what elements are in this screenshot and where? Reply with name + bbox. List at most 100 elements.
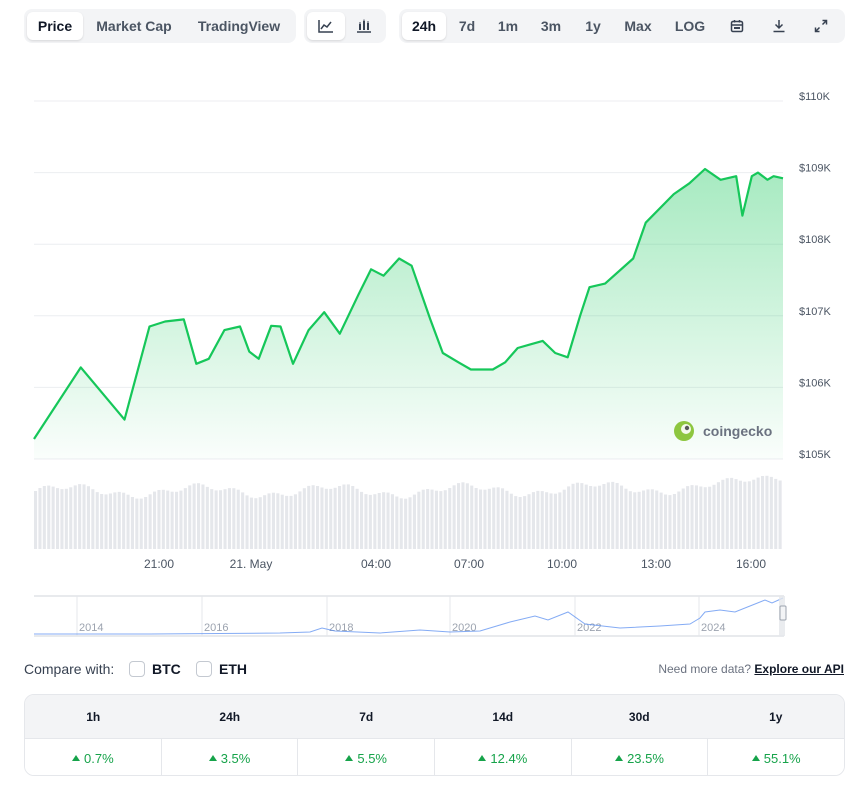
navigator-handle[interactable] [779, 605, 787, 621]
volume-bar [360, 491, 364, 549]
x-tick-label: 21:00 [144, 557, 174, 571]
checkbox-box[interactable] [129, 661, 145, 677]
volume-bar [699, 486, 703, 549]
candlestick-chart-icon[interactable] [345, 12, 383, 40]
volume-bar [725, 478, 729, 549]
volume-bar [316, 486, 320, 549]
volume-bar [747, 481, 751, 549]
volume-bar [615, 483, 619, 549]
volume-bar [126, 494, 130, 549]
volume-bar [580, 483, 584, 549]
download-icon[interactable] [758, 12, 800, 40]
navigator-year-label: 2024 [701, 622, 725, 634]
volume-bar [69, 487, 73, 549]
volume-bar [373, 494, 377, 549]
volume-bar [567, 486, 571, 549]
volume-bar [271, 492, 275, 549]
header-7d: 7d [359, 709, 374, 724]
volume-bar [474, 488, 478, 549]
y-tick-label: $106K [799, 377, 831, 389]
volume-bar [677, 491, 681, 549]
volume-bar [302, 488, 306, 549]
volume-bar [633, 492, 637, 549]
navigator[interactable]: 2014 2016 2018 2020 2022 2024 [34, 595, 787, 637]
change-value: 55.1% [763, 750, 801, 766]
price-chart[interactable]: $110K $109K $108K $107K $106K $105K 21:00 21. … [0, 0, 845, 650]
volume-bar [108, 493, 112, 549]
watermark-text: coingecko [703, 423, 772, 439]
tab-price[interactable]: Price [27, 12, 83, 40]
volume-bar [624, 488, 628, 549]
calendar-icon[interactable] [716, 12, 758, 40]
line-chart-icon[interactable] [307, 12, 345, 40]
volume-bar [183, 488, 187, 549]
volume-bar [509, 493, 513, 549]
volume-bar [135, 498, 139, 549]
volume-bar [668, 495, 672, 549]
volume-bar [227, 488, 231, 549]
checkbox-box[interactable] [196, 661, 212, 677]
volume-bar [708, 486, 712, 549]
volume-bar [721, 479, 725, 549]
volume-bar [650, 489, 654, 549]
range-7d[interactable]: 7d [458, 18, 476, 34]
range-24h[interactable]: 24h [402, 12, 446, 40]
price-area-fill [34, 169, 783, 459]
explore-api-link[interactable]: Explore our API [754, 662, 844, 676]
tab-tradingview[interactable]: TradingView [197, 18, 281, 34]
volume-bar [144, 497, 148, 549]
change-value: 3.5% [220, 750, 251, 766]
price-change-table: 1h 24h 7d 14d 30d 1y 0.7% 3.5% 5.5% 12.4… [24, 694, 845, 776]
range-1y[interactable]: 1y [585, 18, 601, 34]
volume-bar [324, 488, 328, 549]
x-tick-label: 13:00 [641, 557, 671, 571]
chart-style-group [304, 9, 386, 43]
volume-bar [545, 492, 549, 549]
compare-eth-checkbox[interactable]: ETH [196, 661, 247, 677]
volume-bar [602, 484, 606, 549]
up-arrow-icon [72, 755, 81, 761]
volume-bar [483, 489, 487, 549]
volume-bar [479, 489, 483, 549]
volume-bar [593, 486, 597, 549]
volume-bar [245, 495, 249, 549]
range-max[interactable]: Max [624, 18, 652, 34]
volume-bar [267, 493, 271, 549]
volume-bar [249, 497, 253, 549]
volume-bar [368, 494, 372, 549]
volume-bar [346, 484, 350, 549]
volume-bar [558, 492, 562, 549]
volume-bar [531, 492, 535, 549]
volume-bar [487, 488, 491, 549]
log-scale-toggle[interactable]: LOG [674, 18, 706, 34]
volume-bar [38, 488, 42, 549]
volume-bar [461, 482, 465, 549]
volume-bar [205, 486, 209, 549]
volume-bar [104, 494, 108, 549]
volume-bar [659, 492, 663, 549]
volume-bars [34, 475, 782, 549]
tab-market-cap[interactable]: Market Cap [96, 18, 172, 34]
range-1m[interactable]: 1m [497, 18, 519, 34]
volume-bar [765, 475, 769, 549]
x-axis-ticks: 21:00 21. May 04:00 07:00 10:00 13:00 16:00 [144, 557, 766, 571]
navigator-year-label: 2014 [79, 622, 103, 634]
range-3m[interactable]: 3m [540, 18, 562, 34]
volume-bar [214, 490, 218, 549]
volume-bar [333, 487, 337, 549]
volume-bar [390, 494, 394, 549]
volume-bar [536, 490, 540, 549]
volume-bar [263, 495, 267, 549]
fullscreen-icon[interactable] [800, 12, 842, 40]
compare-btc-checkbox[interactable]: BTC [129, 661, 181, 677]
change-value: 12.4% [490, 750, 528, 766]
volume-bar [448, 488, 452, 549]
volume-bar [355, 488, 359, 549]
change-value: 23.5% [627, 750, 664, 766]
change-1y: 55.1% [707, 739, 844, 775]
volume-bar [285, 495, 289, 549]
compare-label: Compare with: [24, 661, 115, 677]
price-line [33, 167, 784, 440]
volume-bar [188, 485, 192, 549]
volume-bar [175, 491, 179, 549]
